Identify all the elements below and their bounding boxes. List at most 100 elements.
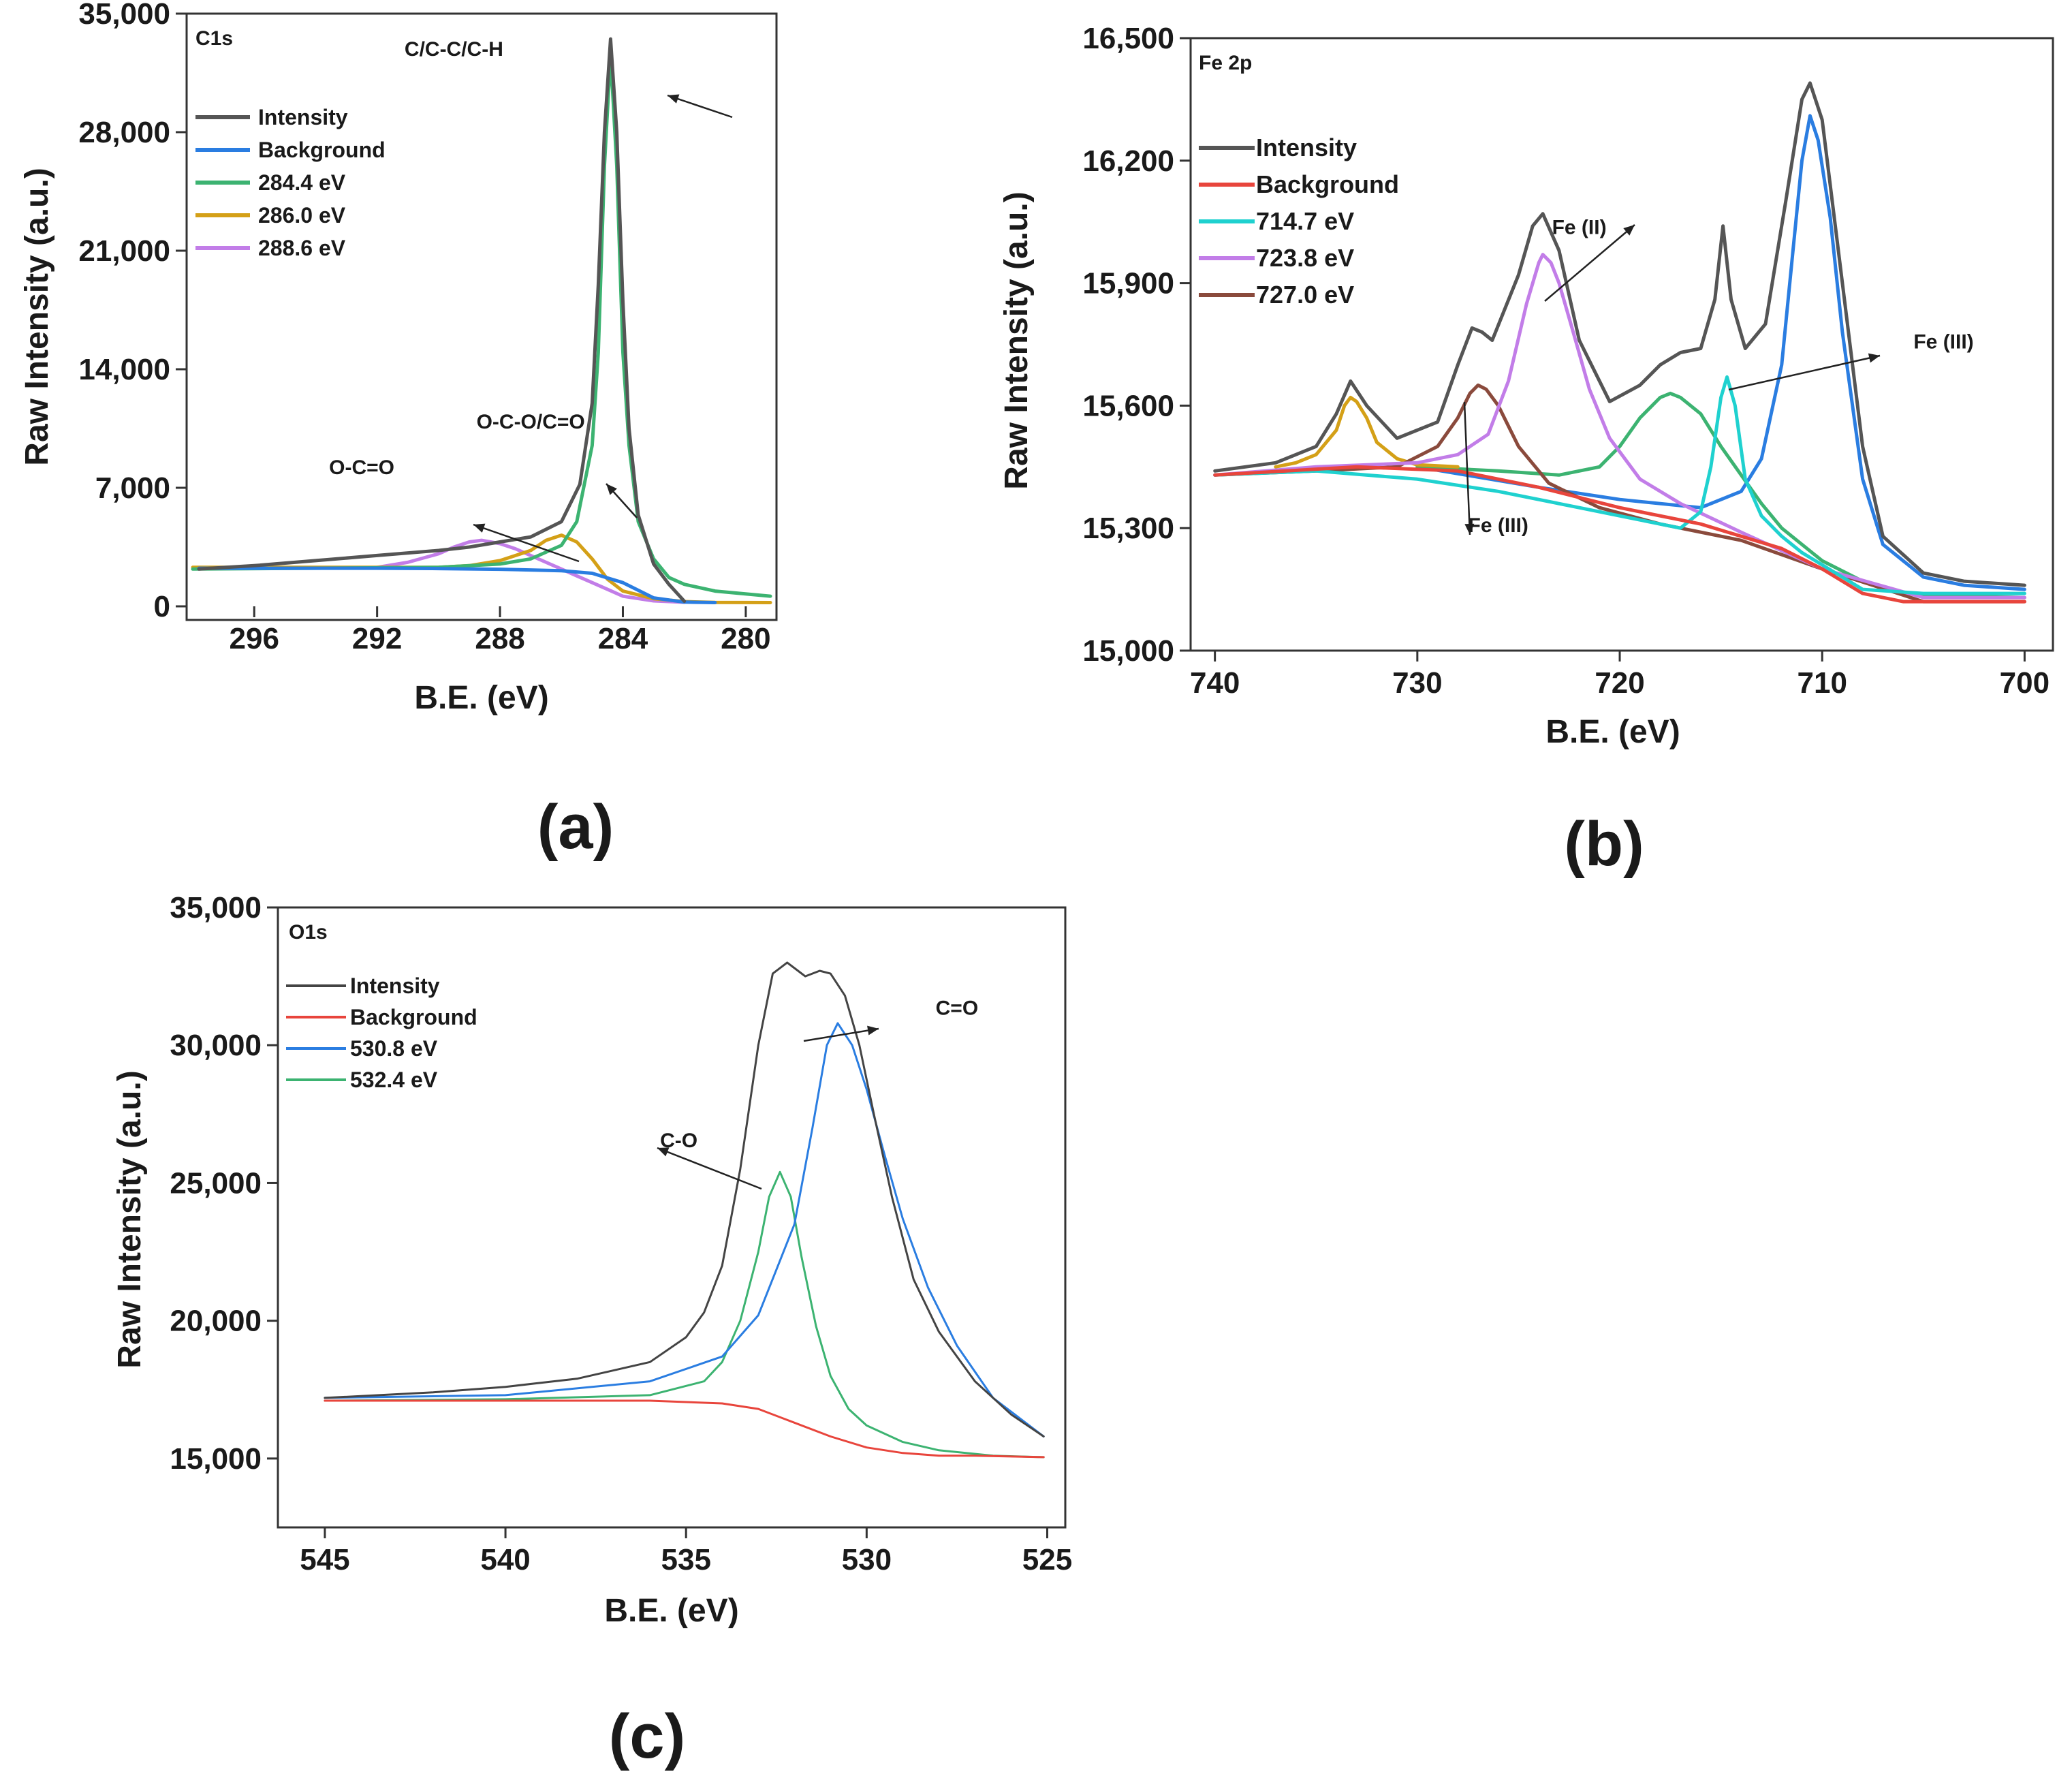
x-tick-label: 740 xyxy=(1190,666,1240,700)
series-layer xyxy=(191,37,772,604)
annotation-arrow xyxy=(473,523,580,563)
arrowhead xyxy=(668,94,680,104)
annotation-arrow xyxy=(657,1147,762,1190)
series-line-intensity xyxy=(197,37,687,603)
panel-c-o1s: 545 540 535 530 525 15,000 20,000 25,000 30,000 3… xyxy=(112,891,1072,1771)
x-axis-title: B.E. (eV) xyxy=(414,680,548,716)
annotation-label: C=O xyxy=(936,997,979,1020)
y-tick-label: 15,900 xyxy=(1082,267,1174,300)
annotations: C/C-C/C-H O-C-O/C=O O-C=O xyxy=(329,38,585,479)
x-tick-label: 710 xyxy=(1798,666,1847,700)
arrowhead xyxy=(473,523,486,533)
legend-label: 714.7 eV xyxy=(1256,207,1354,235)
ticks-layer: 296 292 288 284 280 0 7,000 14,000 21,000 28,000 3… xyxy=(78,0,770,655)
panel-title: C1s xyxy=(195,27,233,50)
x-tick-label: 284 xyxy=(598,622,648,655)
x-axis-title: B.E. (eV) xyxy=(1545,714,1680,750)
y-tick-label: 16,200 xyxy=(1082,144,1174,178)
y-tick-label: 15,600 xyxy=(1082,389,1174,422)
legend-label: Intensity xyxy=(258,105,348,129)
series-line-background xyxy=(197,566,717,604)
series-line-peak-733-3 xyxy=(1274,395,1460,469)
annotation-arrows xyxy=(1463,224,1881,535)
annotation-label: O-C=O xyxy=(329,456,394,479)
y-tick-label: 21,000 xyxy=(78,234,170,268)
series-line-background xyxy=(1213,465,2026,604)
x-tick-label: 535 xyxy=(661,1543,711,1576)
legend: Intensity Background 530.8 eV 532.4 eV xyxy=(286,974,477,1092)
annotation-arrow xyxy=(1463,401,1471,535)
legend-label: Background xyxy=(1256,170,1399,198)
legend-label: Intensity xyxy=(1256,134,1357,161)
arrowhead xyxy=(606,484,617,495)
plot-frame xyxy=(277,906,1067,1529)
x-tick-label: 730 xyxy=(1392,666,1442,700)
x-tick-label: 545 xyxy=(300,1543,349,1576)
y-tick-label: 20,000 xyxy=(170,1305,262,1338)
panel-title: Fe 2p xyxy=(1199,52,1252,74)
x-tick-label: 540 xyxy=(480,1543,530,1576)
legend: Intensity Background 714.7 eV 723.8 eV 7… xyxy=(1199,134,1399,309)
plot-frame xyxy=(1189,37,2054,652)
legend-label: 288.6 eV xyxy=(258,236,346,260)
series-line-530-8-ev xyxy=(324,1022,1045,1437)
arrowhead xyxy=(867,1025,879,1036)
x-tick-label: 296 xyxy=(230,622,279,655)
legend-label: 530.8 eV xyxy=(350,1036,438,1061)
arrowhead xyxy=(1464,523,1475,535)
legend-label: Background xyxy=(350,1005,477,1029)
y-tick-label: 15,300 xyxy=(1082,512,1174,545)
figure-label: (a) xyxy=(537,792,614,862)
annotation-label: Fe (III) xyxy=(1913,330,1973,353)
x-tick-label: 720 xyxy=(1595,666,1644,700)
y-axis-title: Raw Intensity (a.u.) xyxy=(999,191,1035,489)
arrowhead xyxy=(657,1147,670,1157)
annotation-arrows xyxy=(473,94,733,563)
annotation-arrow xyxy=(1544,224,1635,302)
legend-label: Background xyxy=(258,138,386,162)
y-tick-label: 35,000 xyxy=(78,0,170,31)
y-tick-label: 14,000 xyxy=(78,353,170,386)
legend-label: 723.8 eV xyxy=(1256,244,1354,272)
x-tick-label: 530 xyxy=(842,1543,892,1576)
y-tick-label: 30,000 xyxy=(170,1029,262,1062)
legend-label: 284.4 eV xyxy=(258,170,346,195)
y-tick-label: 28,000 xyxy=(78,116,170,149)
legend: Intensity Background 284.4 eV 286.0 eV 2… xyxy=(195,105,386,260)
annotations: Fe (II) Fe (III) Fe (III) xyxy=(1469,217,1974,538)
y-tick-label: 25,000 xyxy=(170,1166,262,1200)
series-line-background xyxy=(324,1399,1045,1459)
ticks-layer: 740 730 720 710 700 15,000 15,300 15,600 15,900 1… xyxy=(1082,22,2050,700)
x-tick-label: 292 xyxy=(352,622,402,655)
annotations: C=O C-O xyxy=(660,997,978,1152)
ticks-layer: 545 540 535 530 525 15,000 20,000 25,000 30,000 3… xyxy=(170,891,1072,1576)
annotation-arrow xyxy=(803,1027,879,1042)
x-tick-label: 525 xyxy=(1022,1543,1072,1576)
legend-label: 727.0 eV xyxy=(1256,281,1354,309)
figure-label: (b) xyxy=(1564,809,1644,879)
legend-label: Intensity xyxy=(350,974,440,998)
x-tick-label: 280 xyxy=(721,622,770,655)
plot-frame xyxy=(185,12,778,621)
annotation-label: Fe (II) xyxy=(1552,217,1607,239)
panel-b-fe2p: 740 730 720 710 700 15,000 15,300 15,600 15,900 1… xyxy=(999,22,2054,879)
y-tick-label: 0 xyxy=(154,590,170,623)
arrowhead xyxy=(1623,225,1635,236)
legend-label: 286.0 eV xyxy=(258,203,346,228)
annotation-label: C/C-C/C-H xyxy=(405,38,503,61)
x-axis-title: B.E. (eV) xyxy=(604,1593,738,1629)
annotation-label: C-O xyxy=(660,1130,697,1152)
series-line-intensity xyxy=(324,961,1045,1437)
annotation-arrow xyxy=(1728,354,1881,391)
annotation-arrow xyxy=(667,94,733,119)
series-layer xyxy=(1213,81,2026,604)
y-axis-title: Raw Intensity (a.u.) xyxy=(19,168,55,465)
y-tick-label: 7,000 xyxy=(95,471,170,505)
annotation-label: Fe (III) xyxy=(1469,514,1528,537)
series-layer xyxy=(324,961,1045,1459)
x-tick-label: 700 xyxy=(2000,666,2050,700)
series-line-714-7-ev xyxy=(1213,375,2026,595)
arrowhead xyxy=(1868,353,1880,363)
series-line-intensity xyxy=(1213,81,2026,587)
